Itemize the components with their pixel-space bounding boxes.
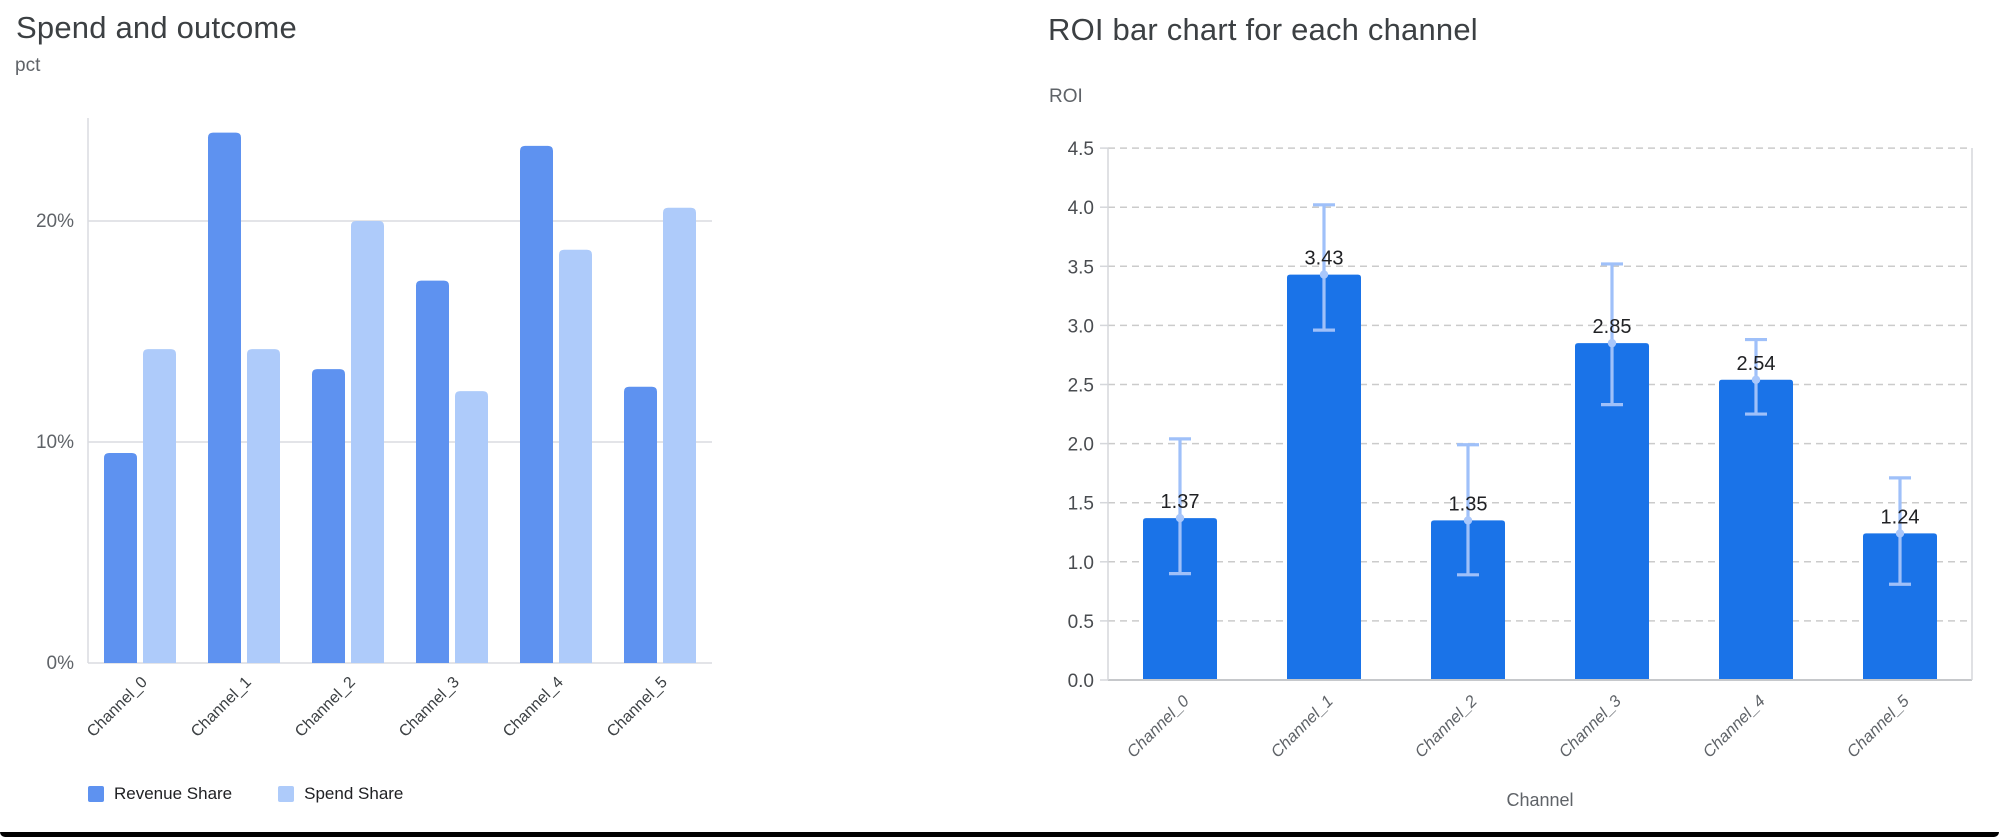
bar-spend-share bbox=[351, 221, 384, 663]
bar-revenue-share bbox=[208, 132, 241, 664]
error-bar-marker bbox=[1607, 338, 1617, 348]
legend-swatch-revenue-share bbox=[88, 786, 104, 802]
bar-spend-share bbox=[663, 207, 696, 664]
bar-revenue-share bbox=[520, 145, 553, 664]
bar-value-label: 1.35 bbox=[1449, 493, 1488, 515]
window-bottom-border bbox=[0, 832, 1999, 837]
x-category-label: Channel_5 bbox=[604, 674, 671, 741]
error-bar-marker bbox=[1895, 529, 1905, 538]
y-tick-label: 2.5 bbox=[1068, 376, 1094, 397]
left-chart-legend: Revenue Share Spend Share bbox=[88, 784, 403, 804]
y-tick-label: 1.5 bbox=[1068, 494, 1094, 515]
y-tick-label: 0.5 bbox=[1068, 612, 1094, 633]
bar-value-label: 2.85 bbox=[1593, 316, 1632, 338]
roi-bar bbox=[1575, 343, 1649, 679]
bar-value-label: 3.43 bbox=[1305, 248, 1344, 270]
roi-bar bbox=[1287, 274, 1361, 679]
x-category-label: Channel_5 bbox=[1844, 692, 1914, 762]
y-tick-label: 4.5 bbox=[1068, 139, 1094, 160]
x-category-label: Channel_0 bbox=[84, 674, 151, 741]
x-category-label: Channel_1 bbox=[188, 674, 255, 741]
bar-spend-share bbox=[455, 391, 488, 663]
bar-spend-share bbox=[559, 249, 592, 664]
x-category-label: Channel_2 bbox=[292, 674, 359, 741]
roi-bar bbox=[1431, 520, 1505, 679]
x-category-label: Channel_2 bbox=[1412, 692, 1481, 761]
legend-item-spend-share: Spend Share bbox=[278, 784, 403, 804]
x-category-label: Channel_4 bbox=[500, 674, 567, 741]
bar-revenue-share bbox=[416, 280, 449, 663]
x-category-label: Channel_3 bbox=[1556, 692, 1626, 762]
legend-label-spend-share: Spend Share bbox=[304, 784, 404, 803]
error-bar-marker bbox=[1319, 270, 1329, 279]
bar-spend-share bbox=[247, 349, 280, 663]
right-x-axis-title: Channel bbox=[1506, 790, 1574, 810]
x-category-label: Channel_4 bbox=[1700, 692, 1769, 761]
y-tick-label: 2.0 bbox=[1068, 435, 1094, 456]
error-bar-marker bbox=[1751, 375, 1761, 384]
error-bar-marker bbox=[1463, 516, 1473, 525]
error-bar-marker bbox=[1175, 513, 1185, 523]
legend-swatch-spend-share bbox=[278, 786, 295, 802]
x-category-label: Channel_3 bbox=[396, 674, 463, 741]
left-chart-title: Spend and outcome bbox=[16, 10, 297, 45]
legend-label-revenue-share: Revenue Share bbox=[114, 784, 233, 803]
bar-revenue-share bbox=[104, 453, 137, 663]
y-tick-label: 0% bbox=[47, 653, 75, 674]
y-tick-label: 3.5 bbox=[1068, 257, 1094, 278]
roi-bar bbox=[1143, 518, 1217, 679]
y-tick-label: 10% bbox=[36, 432, 74, 453]
x-category-label: Channel_0 bbox=[1124, 692, 1194, 762]
left-y-unit-label: pct bbox=[15, 55, 41, 76]
y-tick-label: 20% bbox=[36, 211, 74, 232]
bar-revenue-share bbox=[624, 386, 657, 663]
bar-value-label: 2.54 bbox=[1737, 353, 1776, 375]
y-tick-label: 4.0 bbox=[1068, 198, 1094, 219]
x-category-label: Channel_1 bbox=[1268, 692, 1337, 761]
right-y-unit-label: ROI bbox=[1049, 86, 1083, 107]
legend-item-revenue-share: Revenue Share bbox=[88, 784, 232, 804]
y-tick-label: 0.0 bbox=[1068, 671, 1094, 692]
y-tick-label: 3.0 bbox=[1068, 316, 1094, 337]
bar-spend-share bbox=[143, 349, 176, 663]
roi-bar bbox=[1719, 379, 1793, 679]
y-tick-label: 1.0 bbox=[1068, 553, 1094, 574]
roi-bar bbox=[1863, 533, 1937, 679]
bar-value-label: 1.24 bbox=[1881, 506, 1920, 528]
right-chart-title: ROI bar chart for each channel bbox=[1048, 12, 1478, 47]
bar-value-label: 1.37 bbox=[1161, 491, 1200, 513]
bar-revenue-share bbox=[312, 369, 345, 663]
